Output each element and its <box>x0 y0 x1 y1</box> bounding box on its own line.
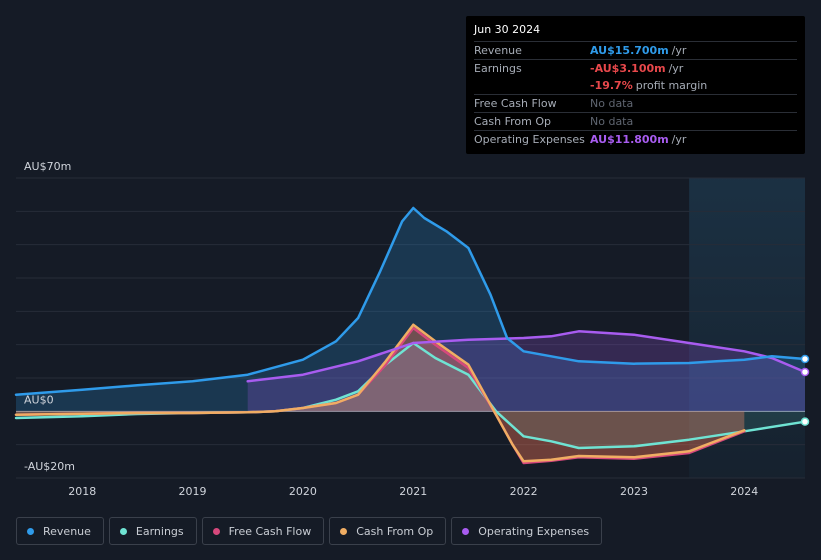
tooltip-row-label: Free Cash Flow <box>474 97 557 110</box>
tooltip-row-value: AU$15.700m <box>590 44 669 57</box>
end-marker-revenue <box>800 354 810 364</box>
y-axis-label: AU$0 <box>24 393 54 406</box>
legend-label: Operating Expenses <box>478 524 590 538</box>
tooltip-row-value: -AU$3.100m <box>590 62 666 75</box>
legend-dot-icon <box>462 527 470 535</box>
area-free-cash-flow <box>16 328 745 463</box>
area-earnings <box>16 343 805 448</box>
x-axis-tick-label: 2021 <box>399 485 427 498</box>
legend-label: Earnings <box>135 524 184 538</box>
tooltip-row-value: No data <box>590 115 634 128</box>
tooltip-row: Revenue AU$15.700m/yr <box>474 41 797 59</box>
x-axis-tick-label: 2024 <box>730 485 758 498</box>
tooltip-row-suffix: /yr <box>671 133 687 146</box>
tooltip-row-label: Operating Expenses <box>474 133 585 146</box>
legend-dot-icon <box>340 527 348 535</box>
y-axis-label: AU$70m <box>24 160 71 173</box>
tooltip-row-suffix: profit margin <box>635 79 708 92</box>
legend-dot-icon <box>212 527 220 535</box>
area-revenue <box>16 208 805 412</box>
tooltip-row-label: Cash From Op <box>474 115 552 128</box>
x-axis-tick-label: 2022 <box>510 485 538 498</box>
tooltip-row-suffix: /yr <box>668 62 684 75</box>
forecast-region <box>689 178 805 478</box>
line-revenue <box>14 206 807 396</box>
y-axis-label: -AU$20m <box>24 460 75 473</box>
legend-item-earnings[interactable]: Earnings <box>108 517 197 545</box>
tooltip-row: Operating Expenses AU$11.800m/yr <box>474 130 797 148</box>
legend-item-cash-from-op[interactable]: Cash From Op <box>329 517 447 545</box>
tooltip-row-label: Revenue <box>474 44 522 57</box>
legend-item-revenue[interactable]: Revenue <box>16 517 104 545</box>
tooltip-row: -19.7% profit margin <box>474 77 797 94</box>
legend-dot-icon <box>27 527 34 535</box>
legend-label: Cash From Op <box>356 524 434 538</box>
area-operating-expenses <box>247 331 805 412</box>
legend: Revenue Earnings Free Cash Flow Cash From O… <box>16 517 603 547</box>
tooltip-row: Earnings -AU$3.100m/yr <box>474 59 797 77</box>
x-axis-tick-label: 2019 <box>179 485 207 498</box>
legend-item-operating-expenses[interactable]: Operating Expenses <box>451 517 603 545</box>
legend-label: Free Cash Flow <box>228 524 312 538</box>
tooltip-row: Cash From Op No data <box>474 112 797 130</box>
end-marker-earnings <box>800 417 810 426</box>
x-axis-tick-label: 2023 <box>620 485 648 498</box>
tooltip-date: Jun 30 2024 <box>474 23 541 36</box>
end-marker-operating-expenses <box>800 367 810 377</box>
tooltip-row-value: No data <box>590 97 634 110</box>
tooltip-row-value: AU$11.800m <box>590 133 669 146</box>
x-axis-tick-label: 2018 <box>68 485 96 498</box>
tooltip-row-label: Earnings <box>474 62 522 75</box>
area-cash-from-op <box>16 324 745 462</box>
tooltip-row-suffix: /yr <box>671 44 687 57</box>
legend-item-free-cash-flow[interactable]: Free Cash Flow <box>201 517 325 545</box>
line-cash-from-op <box>14 323 746 463</box>
tooltip-panel: Jun 30 2024 Revenue AU$15.700m/yr Earnings… <box>466 16 805 154</box>
x-axis-tick-label: 2020 <box>289 485 317 498</box>
tooltip-row-value: -19.7% <box>590 79 633 92</box>
legend-dot-icon <box>119 527 127 535</box>
tooltip-row: Free Cash Flow No data <box>474 94 797 112</box>
line-operating-expenses <box>246 330 807 383</box>
legend-label: Revenue <box>43 524 91 538</box>
